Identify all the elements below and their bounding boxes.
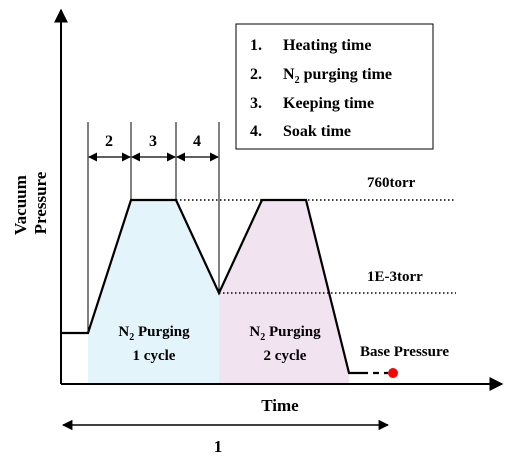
legend-num-3: 3. (250, 95, 262, 112)
legend-num-4: 4. (250, 123, 262, 140)
legend-label-4: Soak time (283, 123, 351, 140)
legend: 1. Heating time 2. N2 purging time 3. Ke… (250, 37, 392, 140)
cycle1-region (88, 200, 219, 385)
level-760-label: 760torr (367, 175, 416, 191)
segment-4-label: 4 (193, 133, 201, 150)
cycle1-label-line1: N2 Purging (118, 324, 190, 343)
x-axis-label: Time (261, 396, 299, 415)
duration-label: 1 (214, 437, 223, 456)
cycle1-label-line2: 1 cycle (133, 348, 176, 364)
segment-3-label: 3 (149, 133, 157, 150)
legend-box (235, 23, 434, 150)
segment-2-label: 2 (105, 133, 113, 150)
base-pressure-label: Base Pressure (360, 344, 449, 360)
legend-label-2: N2 purging time (283, 66, 392, 86)
y-axis-label: Vacuum Pressure (11, 171, 50, 235)
legend-label-1: Heating time (283, 37, 371, 54)
cycle2-label-line2: 2 cycle (264, 348, 307, 364)
legend-label-3: Keeping time (283, 95, 374, 112)
level-1e3-label: 1E-3torr (367, 269, 423, 285)
legend-num-2: 2. (250, 66, 262, 83)
cycle2-label-line1: N2 Purging (249, 324, 321, 343)
legend-num-1: 1. (250, 37, 262, 54)
base-pressure-marker (388, 368, 398, 378)
